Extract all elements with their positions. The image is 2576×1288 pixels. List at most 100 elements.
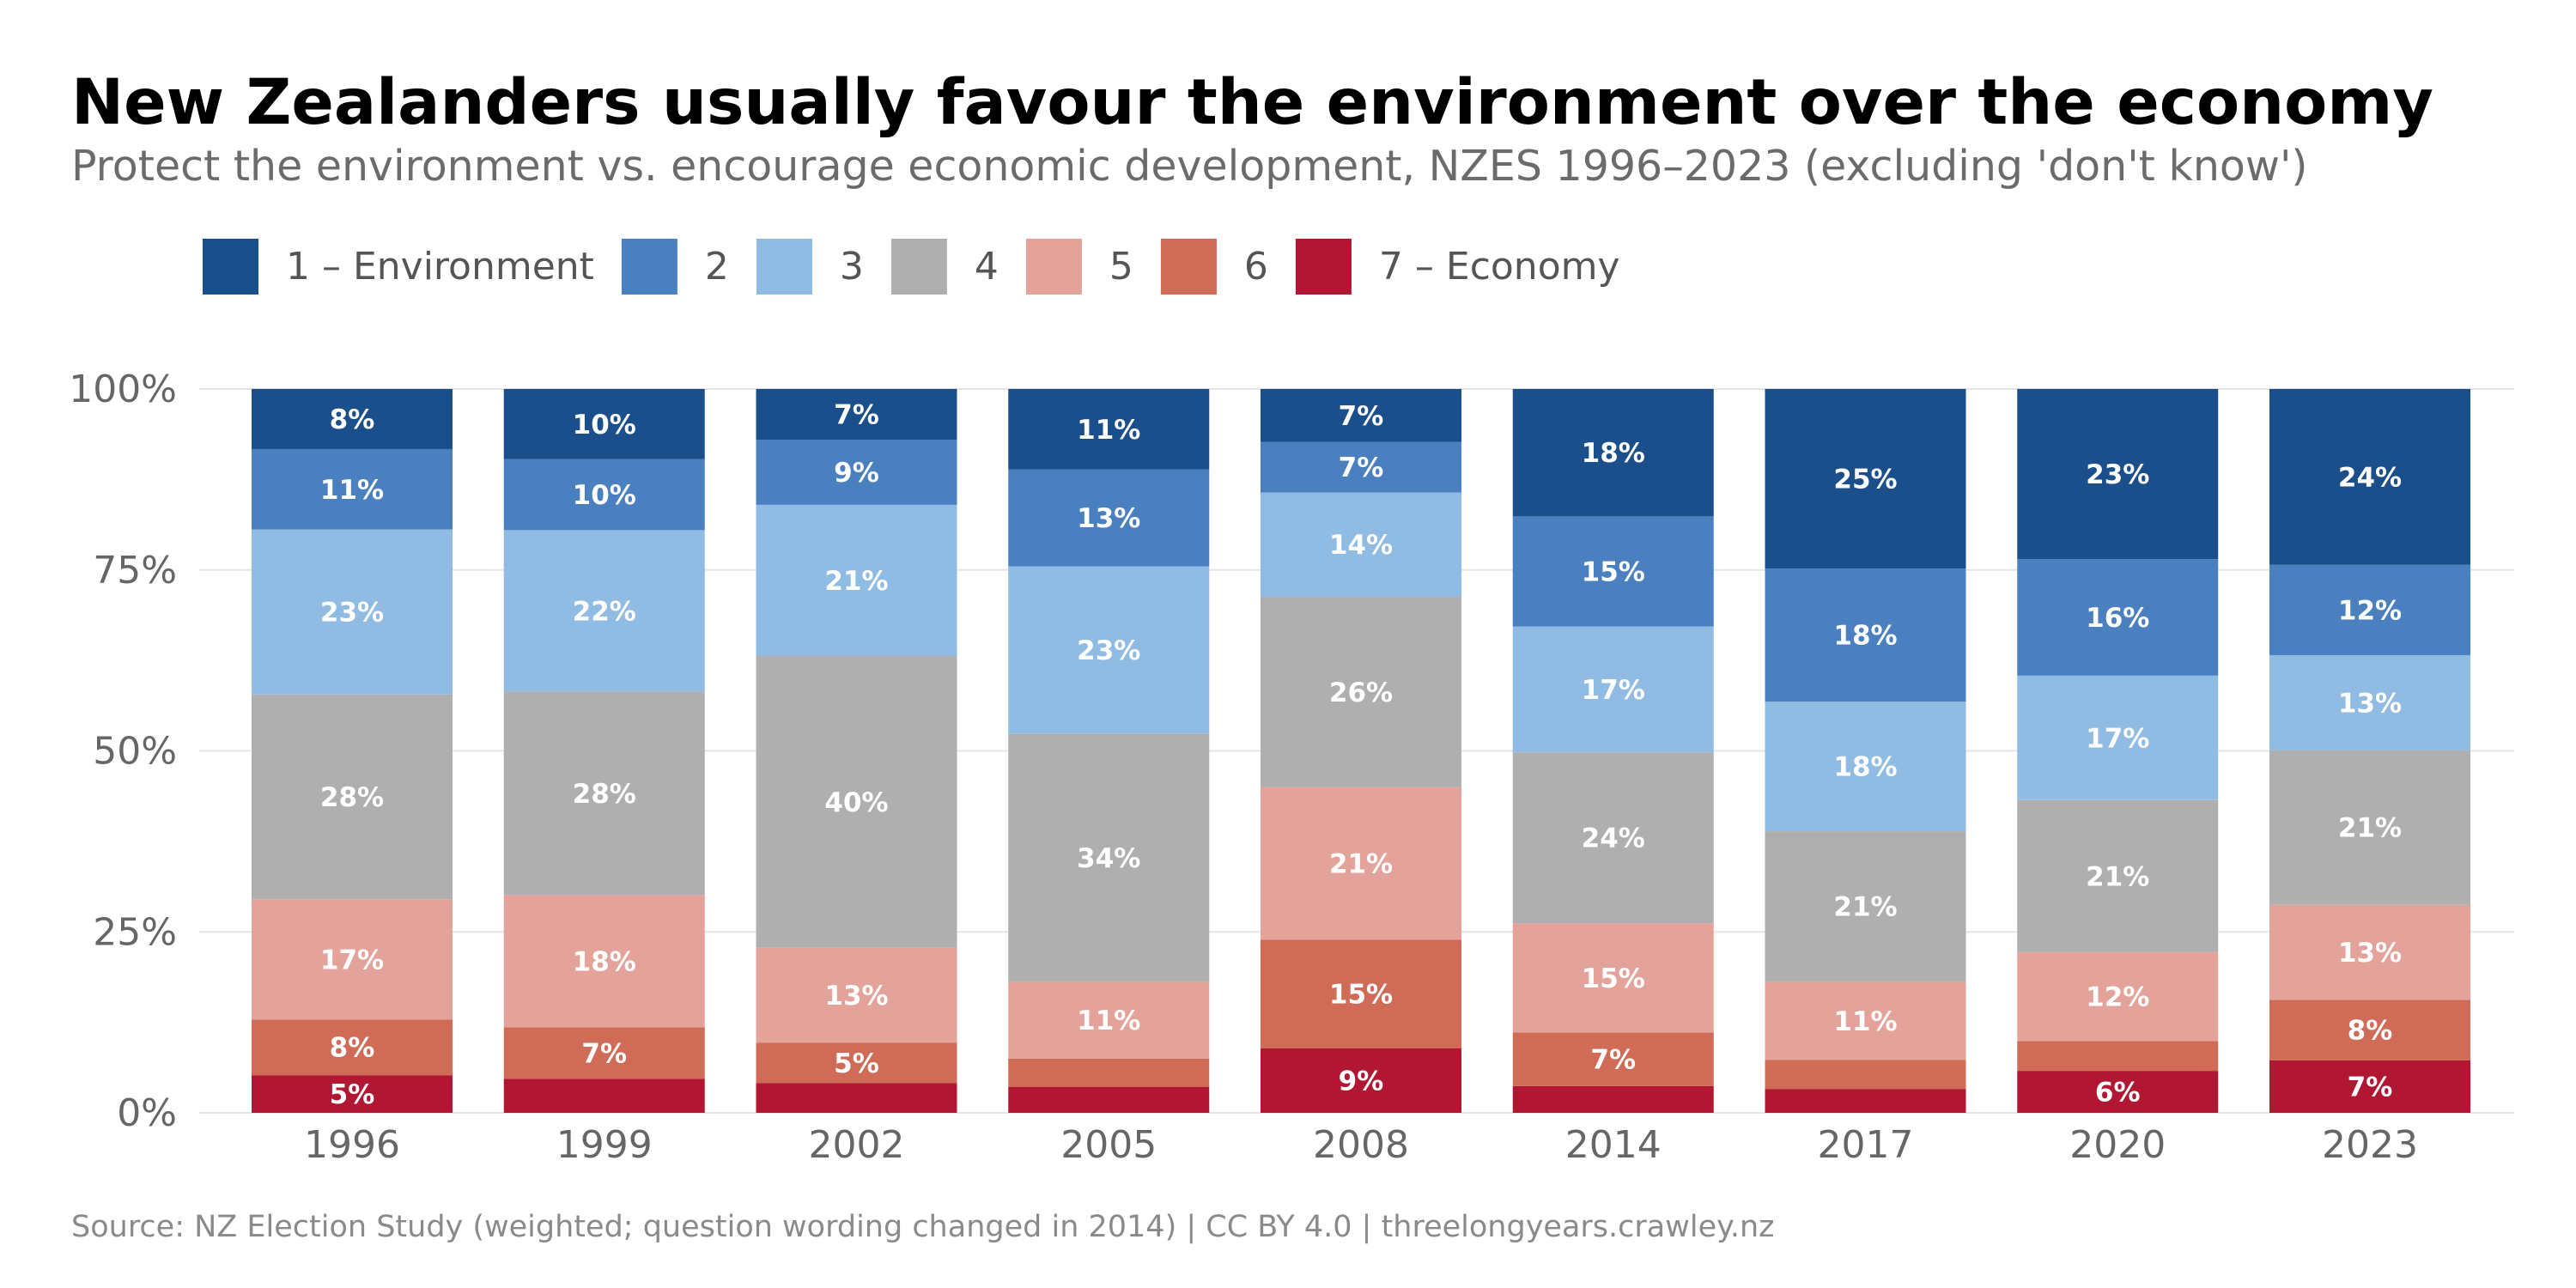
bar-segment bbox=[1261, 1048, 1461, 1113]
legend-label: 1 – Environment bbox=[286, 245, 594, 289]
y-tick-label: 75% bbox=[93, 549, 177, 592]
bar-segment bbox=[1765, 831, 1966, 982]
bar-segment bbox=[1008, 389, 1210, 470]
data-label: 9% bbox=[834, 458, 879, 489]
y-tick-label: 0% bbox=[117, 1091, 177, 1135]
data-label: 23% bbox=[320, 598, 384, 629]
bar-segment bbox=[2269, 904, 2470, 1000]
x-tick-label: 1999 bbox=[556, 1123, 653, 1167]
data-label: 17% bbox=[320, 945, 384, 975]
data-label: 13% bbox=[2338, 938, 2402, 969]
bar-segment bbox=[1512, 626, 1714, 753]
data-label: 16% bbox=[2086, 603, 2149, 634]
bar-segment bbox=[756, 389, 957, 440]
x-axis: 1996 1999 2002 2005 2008 2014 2017 2020 2023 bbox=[304, 1123, 2418, 1167]
legend-label: 3 bbox=[840, 245, 864, 289]
data-label: 10% bbox=[573, 410, 636, 440]
bar-segment bbox=[1765, 389, 1966, 569]
data-label: 12% bbox=[2086, 982, 2149, 1013]
y-tick-label: 100% bbox=[69, 368, 177, 411]
bar-segment bbox=[1261, 596, 1461, 787]
bar-segment bbox=[2017, 675, 2219, 800]
data-label: 15% bbox=[1582, 556, 1645, 587]
data-label: 5% bbox=[834, 1048, 879, 1079]
data-label: 28% bbox=[573, 779, 636, 810]
data-label: 7% bbox=[1339, 401, 1384, 432]
bar-segment bbox=[2269, 655, 2470, 750]
x-tick-label: 1996 bbox=[304, 1123, 400, 1167]
bar-segment bbox=[2269, 750, 2470, 905]
bar-segment bbox=[756, 504, 957, 657]
legend-label: 4 bbox=[975, 245, 999, 289]
legend-label: 7 – Economy bbox=[1379, 245, 1620, 289]
bar-segment bbox=[252, 1075, 453, 1113]
bar-segment bbox=[2017, 1041, 2219, 1072]
bar-segment bbox=[1261, 492, 1461, 597]
data-label: 21% bbox=[1833, 892, 1897, 923]
bar-segment bbox=[1512, 389, 1714, 517]
legend-label: 5 bbox=[1109, 245, 1133, 289]
data-label: 23% bbox=[1077, 635, 1140, 666]
source-note: Source: NZ Election Study (weighted; que… bbox=[71, 1210, 1775, 1244]
legend-label: 2 bbox=[705, 245, 729, 289]
bar-segment bbox=[252, 1019, 453, 1076]
data-label: 10% bbox=[573, 480, 636, 511]
bar-segment bbox=[756, 440, 957, 505]
data-label: 28% bbox=[320, 782, 384, 813]
bar-segment bbox=[1765, 702, 1966, 832]
chart-subtitle: Protect the environment vs. encourage ec… bbox=[71, 142, 2308, 191]
data-label: 12% bbox=[2338, 595, 2402, 626]
data-label: 11% bbox=[1077, 415, 1140, 446]
data-label: 7% bbox=[834, 400, 879, 431]
bar-segment bbox=[503, 1027, 705, 1079]
data-label: 8% bbox=[330, 1033, 375, 1064]
x-tick-label: 2020 bbox=[2069, 1123, 2166, 1167]
data-label: 18% bbox=[1833, 752, 1897, 783]
legend-swatch bbox=[1025, 239, 1082, 295]
bar-segment bbox=[252, 899, 453, 1020]
data-label: 24% bbox=[2338, 462, 2402, 493]
data-label: 7% bbox=[2348, 1072, 2393, 1103]
data-label: 13% bbox=[2338, 688, 2402, 719]
bar-segment bbox=[1261, 441, 1461, 493]
bar-segment bbox=[2017, 799, 2219, 952]
bar-segment bbox=[1008, 566, 1210, 734]
x-tick-label: 2005 bbox=[1060, 1123, 1157, 1167]
bar-segment bbox=[252, 529, 453, 695]
bar-segment bbox=[503, 389, 705, 459]
bar-segment bbox=[1765, 981, 1966, 1060]
bar-segment bbox=[1008, 1086, 1210, 1113]
x-tick-label: 2023 bbox=[2322, 1123, 2418, 1167]
bar-segment bbox=[1261, 787, 1461, 940]
bar-segment bbox=[756, 947, 957, 1043]
data-label: 25% bbox=[1833, 465, 1897, 495]
bar-segment bbox=[1008, 469, 1210, 567]
data-label: 21% bbox=[2338, 813, 2402, 844]
bar-segment bbox=[252, 694, 453, 900]
bar-segment bbox=[503, 530, 705, 692]
data-label: 21% bbox=[824, 566, 888, 597]
bar-segment bbox=[756, 1042, 957, 1084]
bar-segment bbox=[2269, 564, 2470, 656]
data-label: 9% bbox=[1339, 1066, 1384, 1097]
bar-segment bbox=[1261, 939, 1461, 1048]
legend-swatch bbox=[1160, 239, 1217, 295]
legend-label: 6 bbox=[1244, 245, 1268, 289]
y-axis: 0% 25% 50% 75% 100% bbox=[69, 368, 177, 1135]
data-label: 18% bbox=[1582, 438, 1645, 469]
bar-segment bbox=[1008, 733, 1210, 982]
data-label: 13% bbox=[1077, 503, 1140, 534]
data-label: 11% bbox=[1833, 1006, 1897, 1037]
bar-segment bbox=[503, 691, 705, 896]
data-label: 8% bbox=[2348, 1016, 2393, 1047]
bar-segment bbox=[2269, 389, 2470, 565]
data-label: 6% bbox=[2095, 1078, 2141, 1109]
bar-segment bbox=[2017, 389, 2219, 560]
data-label: 5% bbox=[330, 1079, 375, 1110]
data-label: 34% bbox=[1077, 843, 1140, 874]
legend-swatch bbox=[890, 239, 947, 295]
x-tick-label: 2014 bbox=[1565, 1123, 1662, 1167]
bar-segment bbox=[1765, 1060, 1966, 1090]
y-tick-label: 25% bbox=[93, 910, 177, 954]
